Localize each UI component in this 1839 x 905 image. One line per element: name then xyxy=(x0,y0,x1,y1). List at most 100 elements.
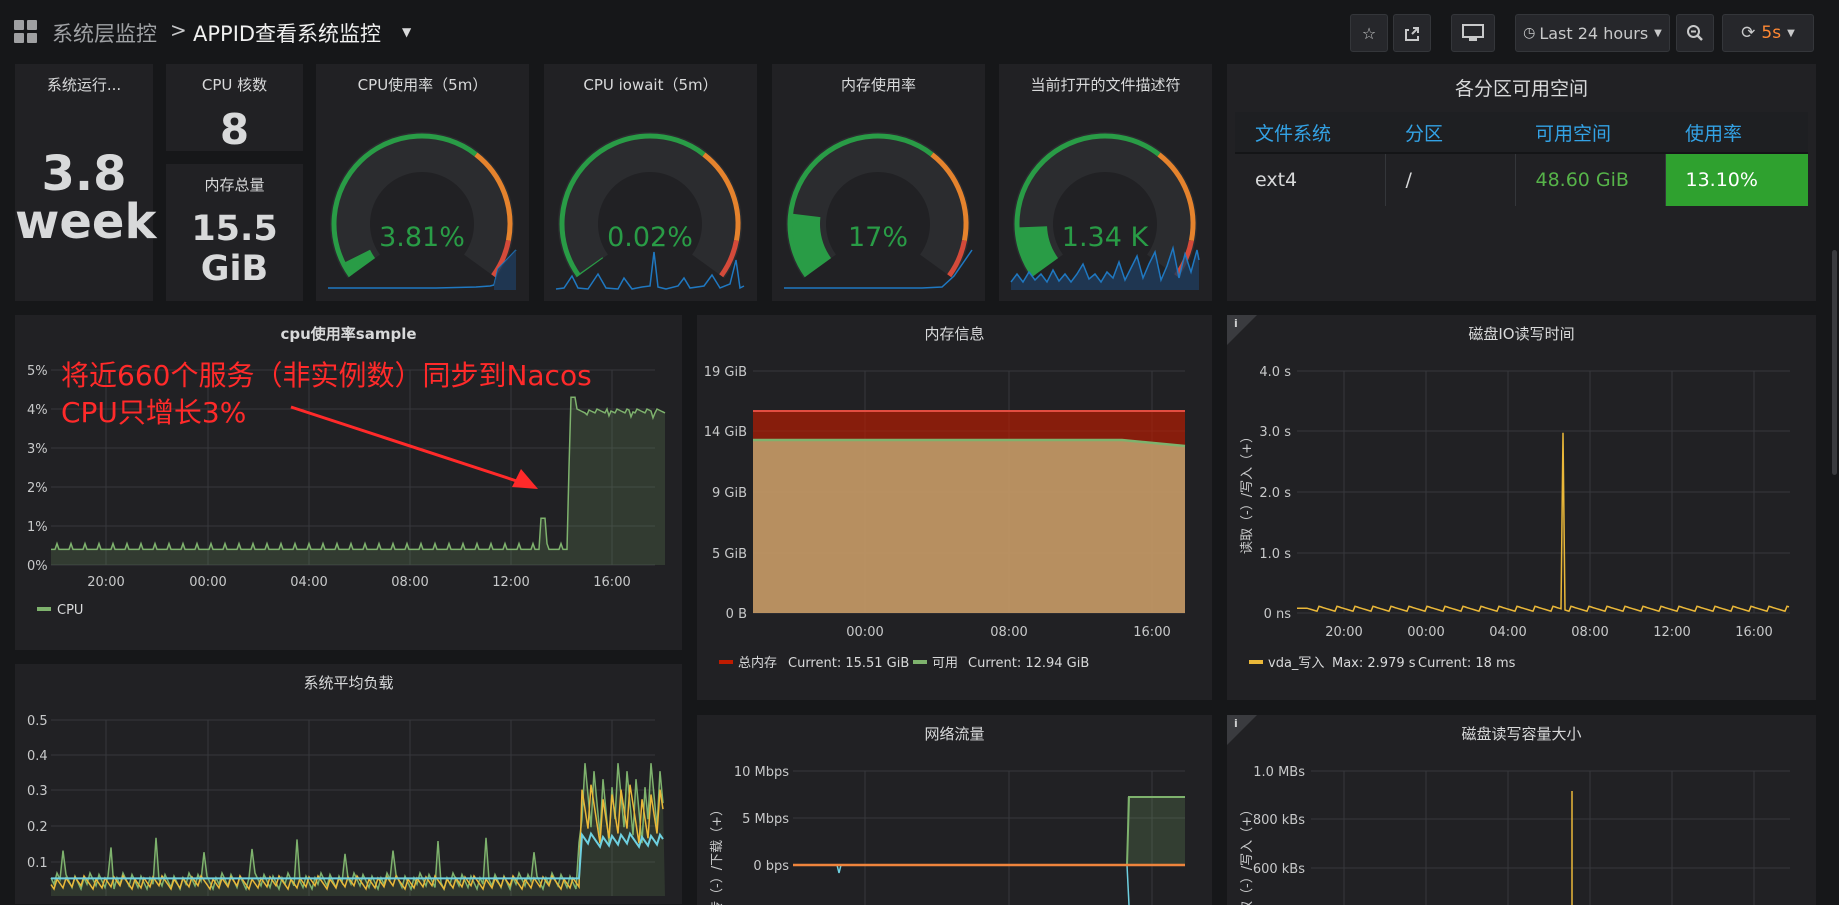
x-tick: 04:00 xyxy=(290,575,327,590)
share-icon xyxy=(1405,27,1419,41)
legend-swatch xyxy=(1249,660,1263,664)
col-header-filesystem[interactable]: 文件系统 xyxy=(1235,112,1385,154)
download-series xyxy=(793,796,1185,866)
disk-size-chart: 1.0 MBs 800 kBs 600 kBs 读取（-）/写入（+） xyxy=(1240,765,1790,905)
legend-label: CPU xyxy=(57,603,83,618)
load-15m-series xyxy=(51,831,664,880)
panel-gauge-cpu[interactable]: CPU使用率（5m） 3.81% xyxy=(316,64,529,301)
gauge-value-arc xyxy=(792,213,832,275)
available-memory-line xyxy=(753,438,1186,448)
x-tick: 04:00 xyxy=(1489,625,1526,640)
available-memory-area xyxy=(753,440,1185,613)
y-tick: 600 kBs xyxy=(1253,862,1305,877)
top-navbar: 系统层监控 > APPID查看系统监控 ▼ ☆ ◷ Last 24 hours … xyxy=(0,0,1839,64)
gauge-threshold-band xyxy=(1157,152,1196,241)
time-range-picker[interactable]: ◷ Last 24 hours ▼ xyxy=(1515,14,1670,52)
grid xyxy=(51,369,655,566)
gauge-threshold-band xyxy=(491,239,511,278)
load-1m-series xyxy=(50,763,664,892)
y-tick: 9 GiB xyxy=(712,486,747,501)
col-header-available[interactable]: 可用空间 xyxy=(1515,112,1665,154)
legend-swatch xyxy=(719,660,733,664)
y-tick: 0% xyxy=(27,559,48,574)
info-corner[interactable] xyxy=(1227,315,1257,345)
y-tick: 1.0 MBs xyxy=(1253,765,1305,780)
panel-gauge-fd[interactable]: 当前打开的文件描述符 1.34 K xyxy=(999,64,1212,301)
info-corner[interactable] xyxy=(1227,715,1257,745)
gauge-value: 0.02% xyxy=(607,222,693,253)
x-tick: 08:00 xyxy=(990,625,1027,640)
y-axis-label: 读取（-）/写入（+） xyxy=(1240,803,1255,905)
star-button[interactable]: ☆ xyxy=(1350,14,1388,52)
gauge-value-arc xyxy=(1019,225,1059,275)
panel-title: 内存总量 xyxy=(204,176,265,194)
panel-title: 内存使用率 xyxy=(840,76,916,94)
dashboard-title[interactable]: APPID查看系统监控 xyxy=(193,22,382,46)
x-tick: 16:00 xyxy=(593,575,630,590)
panel-gauge-mem[interactable]: 内存使用率 17% xyxy=(772,64,985,301)
x-tick: 08:00 xyxy=(391,575,428,590)
panel-title: cpu使用率sample xyxy=(280,325,417,343)
scrollbar[interactable] xyxy=(1832,250,1837,475)
refresh-icon: ⟳ xyxy=(1741,23,1756,43)
y-tick: 0 ns xyxy=(1264,607,1292,622)
breadcrumb-folder[interactable]: 系统层监控 xyxy=(52,22,157,46)
sparkline xyxy=(784,249,973,289)
panel-mem-total[interactable]: 内存总量 15.5 GiB xyxy=(166,164,303,301)
share-button[interactable] xyxy=(1393,14,1431,52)
col-header-partition[interactable]: 分区 xyxy=(1385,112,1515,154)
refresh-picker[interactable]: ⟳ 5s ▼ xyxy=(1722,14,1814,52)
panel-title: CPU使用率（5m） xyxy=(357,76,488,94)
zoom-out-button[interactable] xyxy=(1676,14,1714,52)
annotation-line2: CPU只增长3% xyxy=(61,396,246,429)
network-chart: 10 Mbps 5 Mbps 0 bps 上传（-）/下载（+） xyxy=(710,765,1185,905)
y-tick: 5 GiB xyxy=(712,547,747,562)
gauge-threshold-band xyxy=(719,239,739,278)
y-tick: 4% xyxy=(27,403,48,418)
gauge-cpu: 3.81% xyxy=(328,132,517,290)
x-tick: 00:00 xyxy=(189,575,226,590)
y-axis-label: 上传（-）/下载（+） xyxy=(710,803,725,905)
panel-load-average[interactable]: 系统平均负载 0.5 0.4 0.3 0.2 0.1 xyxy=(15,664,682,904)
y-tick: 10 Mbps xyxy=(734,765,789,780)
legend-max: Max: 2.979 s xyxy=(1332,656,1416,671)
annotation-arrow xyxy=(290,405,538,489)
panel-title: 网络流量 xyxy=(924,725,985,743)
panel-disk-rw-size[interactable]: i 磁盘读写容量大小 1.0 MBs 800 kBs 600 kBs 读取（-）… xyxy=(1227,715,1816,905)
legend-swatch xyxy=(913,660,927,664)
panel-cpu-sample[interactable]: cpu使用率sample 5% 4% 3% 2% 1% 0% 20:00 00:… xyxy=(15,315,682,650)
panel-title: 内存信息 xyxy=(924,325,985,343)
y-tick: 2% xyxy=(27,481,48,496)
tv-mode-button[interactable] xyxy=(1451,14,1495,52)
panel-disk-io-time[interactable]: i 磁盘IO读写时间 4.0 s 3.0 s 2.0 s 1.0 s 0 ns … xyxy=(1227,315,1816,700)
y-tick: 19 GiB xyxy=(704,365,747,380)
info-icon[interactable]: i xyxy=(1234,717,1238,730)
panel-memory-info[interactable]: 内存信息 19 GiB 14 GiB 9 GiB 5 GiB 0 B 00:00… xyxy=(697,315,1212,700)
y-tick: 0 bps xyxy=(753,859,789,874)
star-icon: ☆ xyxy=(1361,23,1377,43)
col-header-usage[interactable]: 使用率 xyxy=(1665,112,1808,154)
legend-label: vda_写入 xyxy=(1268,656,1324,671)
panel-cpu-cores[interactable]: CPU 核数 8 xyxy=(166,64,303,151)
y-tick: 3.0 s xyxy=(1259,425,1291,440)
y-tick: 1% xyxy=(27,520,48,535)
load-5m-series xyxy=(50,784,664,891)
y-tick: 14 GiB xyxy=(704,425,747,440)
panel-network-traffic[interactable]: 网络流量 10 Mbps 5 Mbps 0 bps 上传（-）/下载（+） xyxy=(697,715,1212,905)
vda-write-series xyxy=(1297,432,1790,613)
panel-uptime[interactable]: 系统运行... 3.8 week xyxy=(15,64,156,301)
panel-title: 各分区可用空间 xyxy=(1454,78,1588,100)
panel-gauge-iowait[interactable]: CPU iowait（5m） 0.02% xyxy=(544,64,757,301)
panel-title: 磁盘IO读写时间 xyxy=(1468,325,1575,343)
gauge-threshold-band xyxy=(702,152,741,241)
cpu-sample-chart: 5% 4% 3% 2% 1% 0% 20:00 00:00 04:00 08:0… xyxy=(27,359,666,618)
caret-down-icon[interactable]: ▼ xyxy=(402,25,412,39)
breadcrumb-separator: > xyxy=(170,18,187,42)
cpu-series-area xyxy=(51,397,665,565)
dashboards-grid-icon[interactable] xyxy=(14,20,38,44)
legend-current: Current: 12.94 GiB xyxy=(968,656,1089,671)
gauge-threshold-band xyxy=(787,133,934,278)
uptime-value: 3.8 xyxy=(41,146,127,202)
legend-label: 可用 xyxy=(932,656,958,671)
info-icon[interactable]: i xyxy=(1234,317,1238,330)
